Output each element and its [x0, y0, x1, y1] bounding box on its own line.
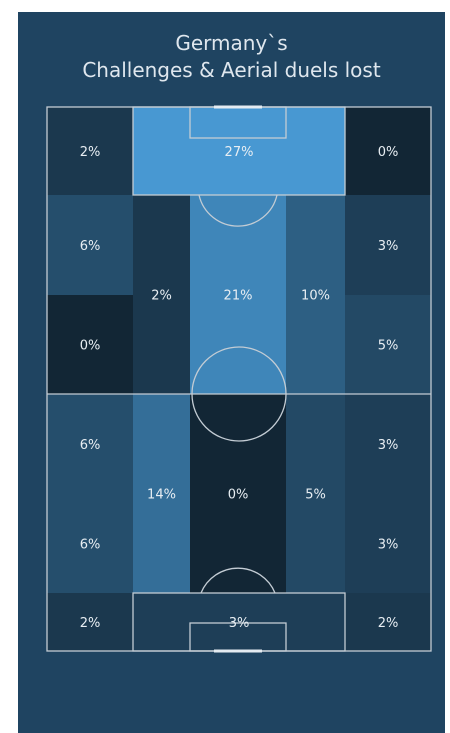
zone-lower-left-wing-b [47, 494, 133, 593]
title-line-2: Challenges & Aerial duels lost [82, 58, 381, 82]
zone-label-lower-right-halfspace: 5% [305, 488, 326, 503]
zone-upper-left-halfspace [133, 195, 190, 394]
zone-upper-right-wing-b [345, 295, 431, 394]
zone-lower-left-halfspace [133, 394, 190, 593]
zone-label-bottom-right-corner: 2% [378, 616, 399, 631]
zone-lower-left-wing-a [47, 394, 133, 494]
zone-layer [47, 107, 431, 651]
zone-label-top-left-corner: 2% [80, 145, 101, 160]
zone-upper-left-wing-b [47, 295, 133, 394]
zone-upper-right-halfspace [286, 195, 345, 394]
zone-label-upper-right-halfspace: 10% [301, 289, 330, 304]
zone-label-upper-left-halfspace: 2% [151, 289, 172, 304]
zone-label-upper-centre: 21% [224, 289, 253, 304]
zone-top-right-corner [345, 107, 431, 195]
zone-lower-right-wing-b [345, 494, 431, 593]
zone-label-lower-left-wing-b: 6% [80, 538, 101, 553]
top-penalty-arc [198, 194, 278, 227]
zone-label-lower-right-wing-a: 3% [378, 438, 399, 453]
zone-upper-right-wing-a [345, 195, 431, 295]
centre-circle [191, 346, 287, 442]
zone-label-lower-left-wing-a: 6% [80, 438, 101, 453]
zone-lower-right-wing-a [345, 394, 431, 494]
zone-label-top-penalty-area: 27% [225, 145, 254, 160]
zone-label-upper-right-wing-a: 3% [378, 239, 399, 254]
zone-labels: 2% 27% 0% 6% 0% 2% 21% 10% 3% 5% 6% 6% 14% 0% 5% 3% 3% 2%… [80, 145, 399, 631]
title-line-1: Germany`s [175, 31, 288, 55]
zone-bottom-left-corner [47, 593, 133, 651]
zone-top-left-corner [47, 107, 133, 195]
zone-label-lower-centre: 0% [228, 488, 249, 503]
pitch-markings [46, 105, 432, 653]
zone-bottom-right-corner [345, 593, 431, 651]
zone-label-lower-left-halfspace: 14% [147, 488, 176, 503]
zone-label-lower-right-wing-b: 3% [378, 538, 399, 553]
zone-label-upper-right-wing-b: 5% [378, 339, 399, 354]
zone-bottom-penalty-area [133, 593, 345, 651]
zone-label-bottom-penalty-area: 3% [229, 616, 250, 631]
zone-upper-left-wing-a [47, 195, 133, 295]
chart-title: Germany`s Challenges & Aerial duels lost [18, 30, 445, 84]
zone-label-upper-left-wing-a: 6% [80, 239, 101, 254]
zone-label-top-right-corner: 0% [378, 145, 399, 160]
bottom-penalty-arc [200, 567, 276, 594]
zone-label-bottom-left-corner: 2% [80, 616, 101, 631]
zone-lower-right-halfspace [286, 394, 345, 593]
zone-label-upper-left-wing-b: 0% [80, 339, 101, 354]
zone-top-penalty-area [133, 107, 345, 195]
